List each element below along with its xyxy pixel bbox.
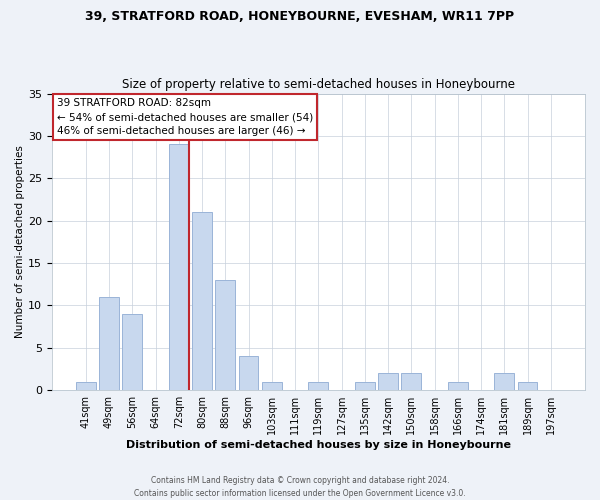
Bar (355, 382, 375, 390)
Bar (308, 382, 328, 390)
Bar (262, 382, 281, 390)
Text: 39 STRATFORD ROAD: 82sqm
← 54% of semi-detached houses are smaller (54)
46% of s: 39 STRATFORD ROAD: 82sqm ← 54% of semi-d… (57, 98, 313, 136)
Bar (518, 382, 538, 390)
Bar (76, 382, 95, 390)
Bar (215, 280, 235, 390)
Bar (122, 314, 142, 390)
Bar (239, 356, 259, 390)
Y-axis label: Number of semi-detached properties: Number of semi-detached properties (15, 146, 25, 338)
Bar (192, 212, 212, 390)
Text: Contains HM Land Registry data © Crown copyright and database right 2024.
Contai: Contains HM Land Registry data © Crown c… (134, 476, 466, 498)
Bar (378, 374, 398, 390)
X-axis label: Distribution of semi-detached houses by size in Honeybourne: Distribution of semi-detached houses by … (126, 440, 511, 450)
Text: 39, STRATFORD ROAD, HONEYBOURNE, EVESHAM, WR11 7PP: 39, STRATFORD ROAD, HONEYBOURNE, EVESHAM… (85, 10, 515, 23)
Title: Size of property relative to semi-detached houses in Honeybourne: Size of property relative to semi-detach… (122, 78, 515, 91)
Bar (494, 374, 514, 390)
Bar (401, 374, 421, 390)
Bar (448, 382, 468, 390)
Bar (99, 297, 119, 390)
Bar (169, 144, 188, 390)
